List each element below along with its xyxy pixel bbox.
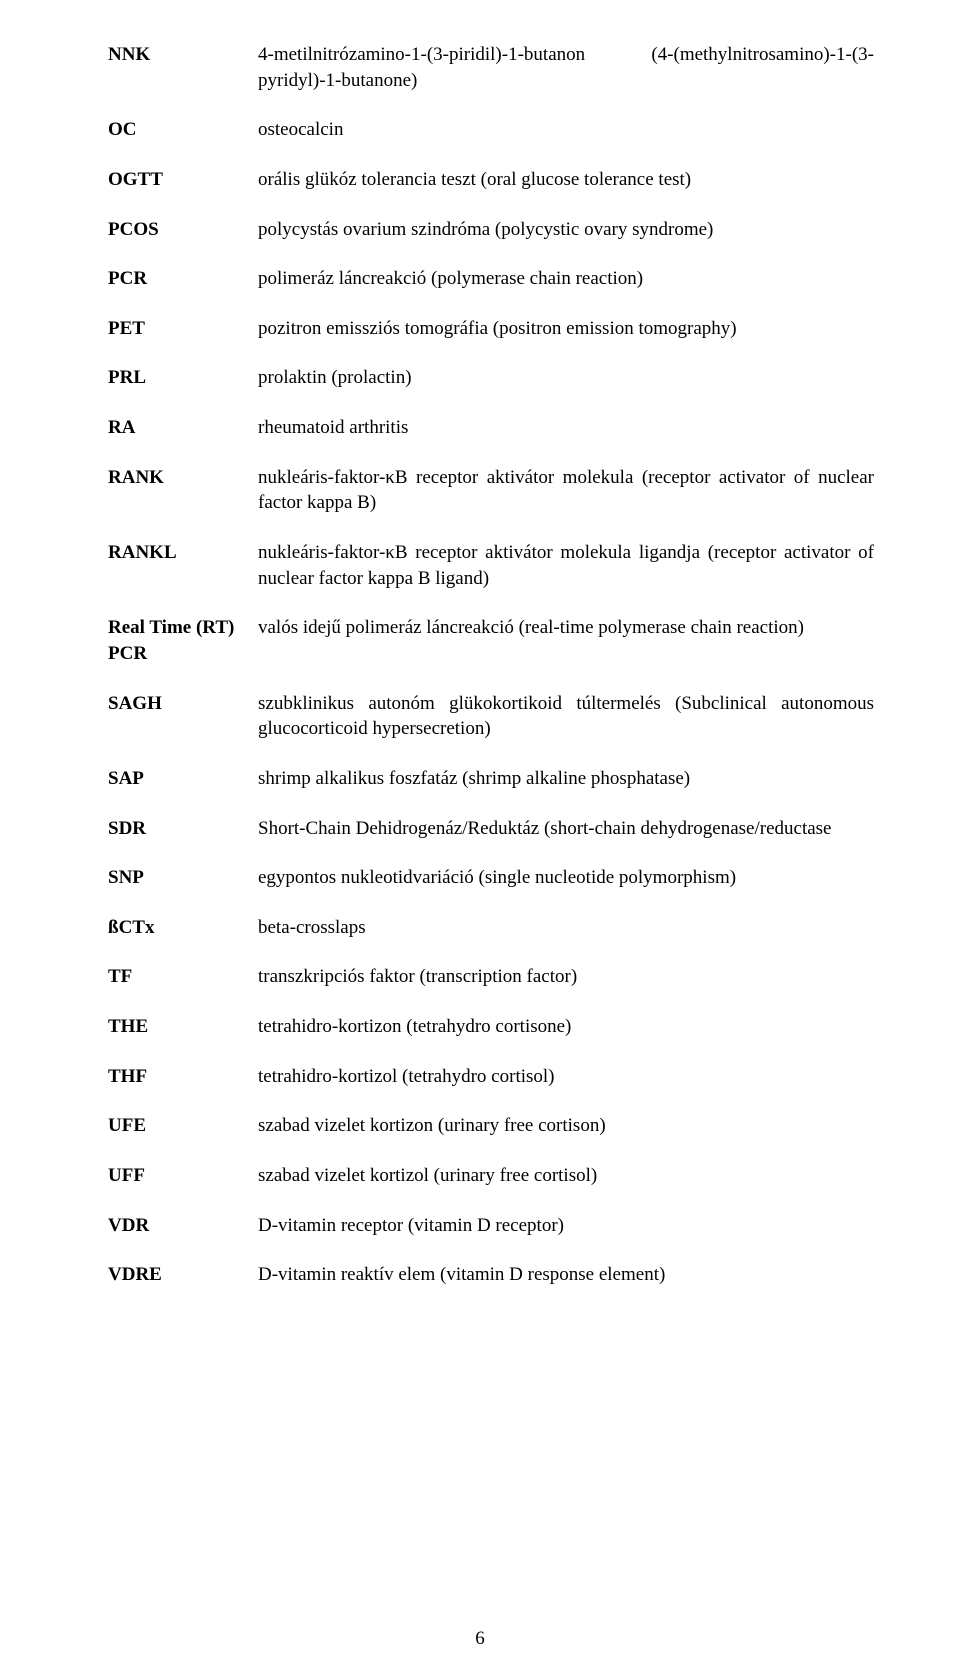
abbr-term: ßCTx [108,915,258,941]
abbr-term: SAGH [108,691,258,717]
abbr-term: PET [108,316,258,342]
abbreviation-list: NNK4-metilnitrózamino-1-(3-piridil)-1-bu… [108,42,874,1288]
glossary-row: SAGHszubklinikus autonóm glükokortikoid … [108,691,874,742]
glossary-row: VDRD-vitamin receptor (vitamin D recepto… [108,1213,874,1239]
abbr-term: PRL [108,365,258,391]
glossary-row: OCosteocalcin [108,117,874,143]
abbr-term: PCOS [108,217,258,243]
glossary-row: SDRShort-Chain Dehidrogenáz/Reduktáz (sh… [108,816,874,842]
abbr-term: UFF [108,1163,258,1189]
abbr-term: NNK [108,42,258,68]
abbr-term: OC [108,117,258,143]
abbr-definition: rheumatoid arthritis [258,415,874,441]
glossary-row: PETpozitron emissziós tomográfia (positr… [108,316,874,342]
abbr-definition: polimeráz láncreakció (polymerase chain … [258,266,874,292]
abbr-term: THE [108,1014,258,1040]
glossary-row: ßCTxbeta-crosslaps [108,915,874,941]
glossary-row: THFtetrahidro-kortizol (tetrahydro corti… [108,1064,874,1090]
abbr-definition: D-vitamin reaktív elem (vitamin D respon… [258,1262,874,1288]
glossary-row: RANKLnukleáris-faktor-κB receptor aktivá… [108,540,874,591]
abbr-term: PCR [108,266,258,292]
abbr-definition: 4-metilnitrózamino-1-(3-piridil)-1-butan… [258,42,874,93]
glossary-row: PCRpolimeráz láncreakció (polymerase cha… [108,266,874,292]
abbr-definition: szabad vizelet kortizol (urinary free co… [258,1163,874,1189]
abbr-definition: pozitron emissziós tomográfia (positron … [258,316,874,342]
abbr-definition: D-vitamin receptor (vitamin D receptor) [258,1213,874,1239]
abbr-definition: polycystás ovarium szindróma (polycystic… [258,217,874,243]
abbr-term: SNP [108,865,258,891]
glossary-row: UFEszabad vizelet kortizon (urinary free… [108,1113,874,1139]
abbr-definition: shrimp alkalikus foszfatáz (shrimp alkal… [258,766,874,792]
glossary-row: RArheumatoid arthritis [108,415,874,441]
abbr-term: SDR [108,816,258,842]
abbr-definition: szabad vizelet kortizon (urinary free co… [258,1113,874,1139]
page-number: 6 [0,1628,960,1650]
glossary-row: Real Time (RT) PCRvalós idejű polimeráz … [108,615,874,666]
glossary-row: PCOSpolycystás ovarium szindróma (polycy… [108,217,874,243]
abbr-definition: osteocalcin [258,117,874,143]
abbr-definition: transzkripciós faktor (transcription fac… [258,964,874,990]
abbr-definition: tetrahidro-kortizon (tetrahydro cortison… [258,1014,874,1040]
abbr-term: RA [108,415,258,441]
abbr-definition: tetrahidro-kortizol (tetrahydro cortisol… [258,1064,874,1090]
abbr-term: THF [108,1064,258,1090]
glossary-row: NNK4-metilnitrózamino-1-(3-piridil)-1-bu… [108,42,874,93]
abbr-definition: beta-crosslaps [258,915,874,941]
abbr-term: UFE [108,1113,258,1139]
glossary-row: TFtranszkripciós faktor (transcription f… [108,964,874,990]
abbr-term: RANK [108,465,258,491]
abbr-definition: orális glükóz tolerancia teszt (oral glu… [258,167,874,193]
abbr-definition: prolaktin (prolactin) [258,365,874,391]
abbr-definition: nukleáris-faktor-κB receptor aktivátor m… [258,540,874,591]
glossary-row: SNPegypontos nukleotidvariáció (single n… [108,865,874,891]
glossary-row: PRLprolaktin (prolactin) [108,365,874,391]
abbr-term: RANKL [108,540,258,566]
abbr-definition: egypontos nukleotidvariáció (single nucl… [258,865,874,891]
abbr-term: VDR [108,1213,258,1239]
glossary-row: OGTTorális glükóz tolerancia teszt (oral… [108,167,874,193]
glossary-row: RANKnukleáris-faktor-κB receptor aktivát… [108,465,874,516]
glossary-row: THEtetrahidro-kortizon (tetrahydro corti… [108,1014,874,1040]
glossary-row: SAPshrimp alkalikus foszfatáz (shrimp al… [108,766,874,792]
page: NNK4-metilnitrózamino-1-(3-piridil)-1-bu… [0,0,960,1678]
abbr-term: Real Time (RT) PCR [108,615,258,666]
abbr-term: OGTT [108,167,258,193]
abbr-definition: Short-Chain Dehidrogenáz/Reduktáz (short… [258,816,874,842]
abbr-definition: szubklinikus autonóm glükokortikoid túlt… [258,691,874,742]
abbr-term: VDRE [108,1262,258,1288]
abbr-definition: nukleáris-faktor-κB receptor aktivátor m… [258,465,874,516]
glossary-row: UFFszabad vizelet kortizol (urinary free… [108,1163,874,1189]
abbr-definition: valós idejű polimeráz láncreakció (real-… [258,615,874,641]
abbr-term: TF [108,964,258,990]
abbr-term: SAP [108,766,258,792]
glossary-row: VDRED-vitamin reaktív elem (vitamin D re… [108,1262,874,1288]
